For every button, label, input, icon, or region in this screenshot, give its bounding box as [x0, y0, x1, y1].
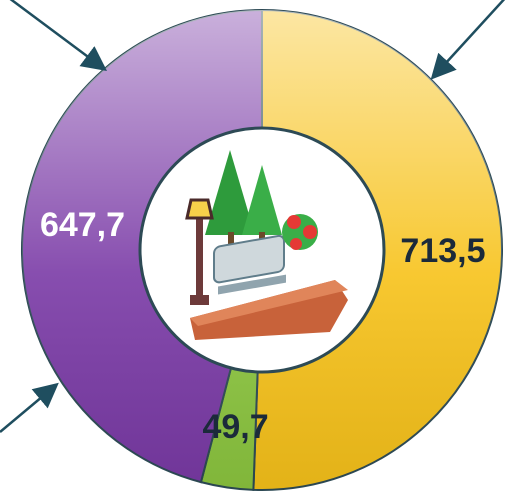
arrow [9, 0, 108, 71]
value-label: 713,5 [400, 232, 485, 270]
arrows [0, 0, 506, 433]
value-label: 49,7 [202, 408, 268, 446]
arrow [430, 0, 506, 80]
labels: 713,5 49,7 647,7 [40, 206, 486, 446]
park-illustration [185, 150, 348, 340]
arrow [0, 382, 59, 433]
value-label: 647,7 [40, 206, 125, 244]
